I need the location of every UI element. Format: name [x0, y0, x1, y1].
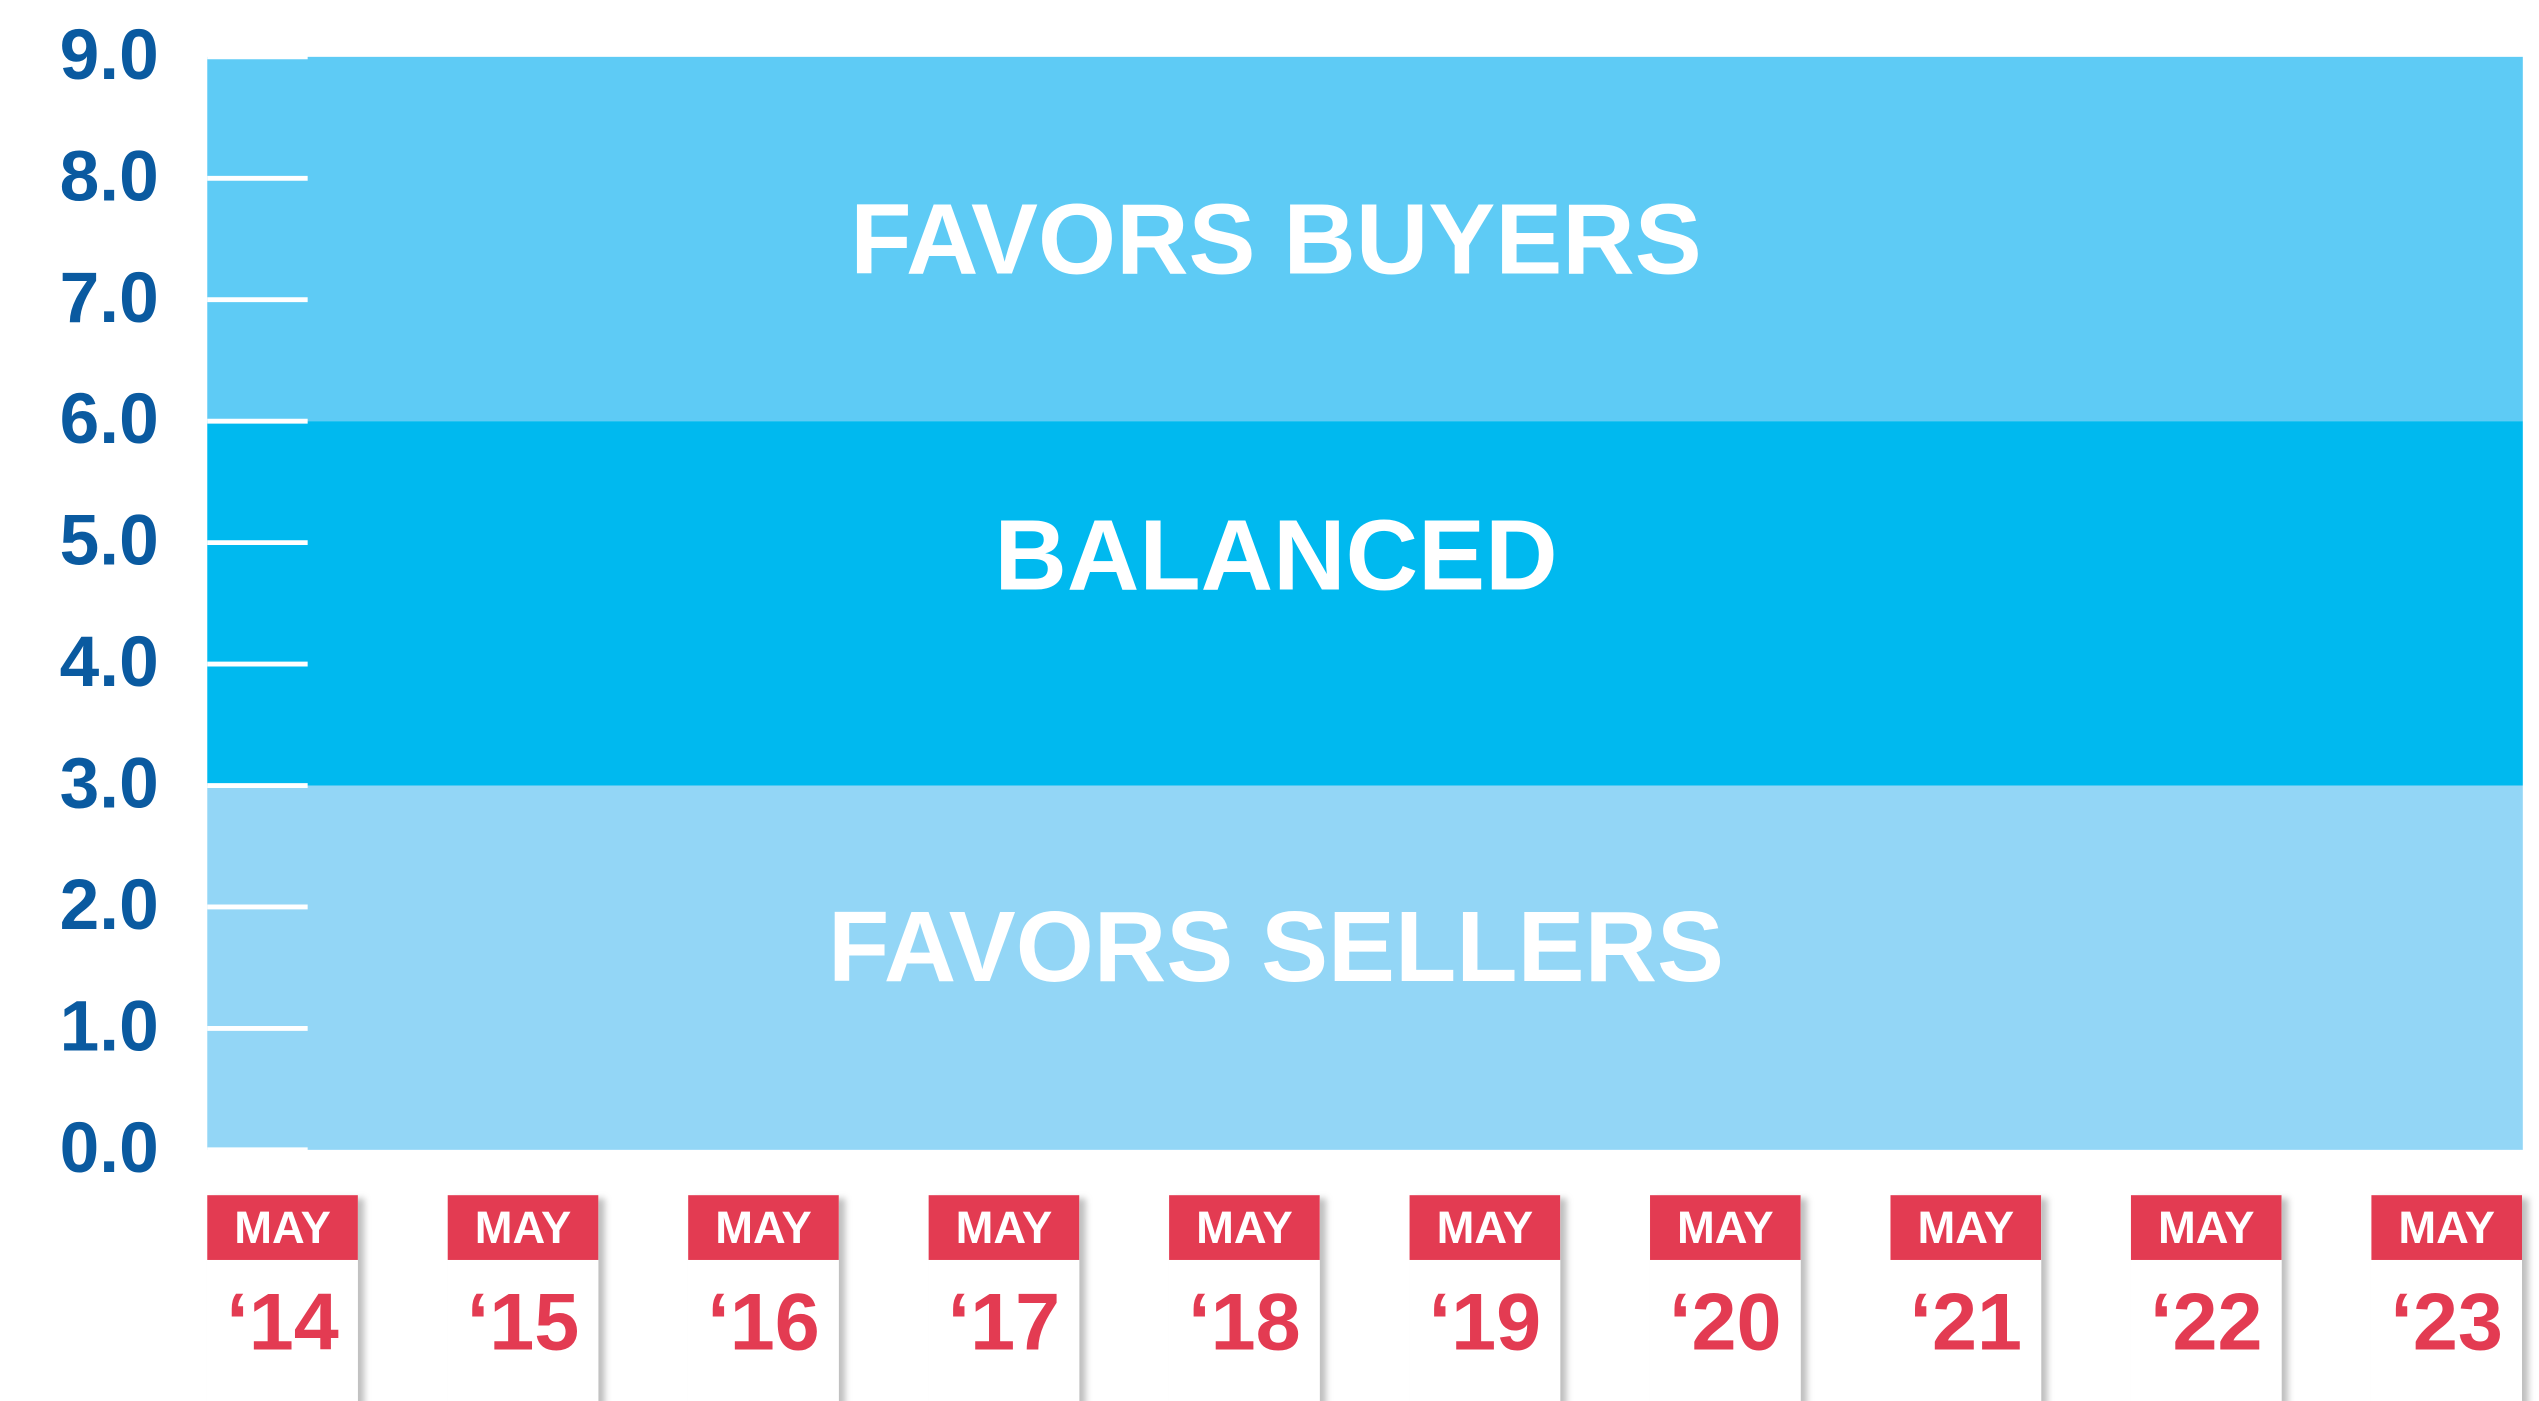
calendar: MAY ‘17	[928, 1195, 1080, 1401]
calendar: MAY ‘23	[2371, 1195, 2522, 1401]
band-label: FAVORS SELLERS	[828, 891, 1724, 1003]
y-tick-label: 4.0	[60, 623, 159, 702]
calendar-header	[2371, 1195, 2522, 1260]
y-tick-label: 0.0	[60, 1109, 159, 1188]
band	[207, 785, 2523, 1150]
calendar-header	[1650, 1195, 1801, 1260]
calendar: MAY ‘19	[1409, 1195, 1561, 1401]
band-label: BALANCED	[994, 499, 1557, 611]
y-tick-label: 6.0	[60, 380, 159, 459]
calendar-header	[2130, 1195, 2282, 1260]
calendar-header	[1169, 1195, 1320, 1260]
calendar-year: ‘14	[226, 1277, 339, 1367]
calendar-header	[207, 1195, 358, 1260]
y-tick-label: 1.0	[60, 987, 159, 1066]
calendar-month: MAY	[715, 1202, 812, 1253]
calendar-year: ‘20	[1669, 1277, 1782, 1367]
calendar-year: ‘22	[2150, 1277, 2263, 1367]
calendar-header	[928, 1195, 1080, 1260]
calendar-month: MAY	[2158, 1202, 2255, 1253]
calendar: MAY ‘14	[207, 1195, 358, 1401]
calendar-month: MAY	[475, 1202, 572, 1253]
calendar-month: MAY	[1917, 1202, 2014, 1253]
calendar-header	[1890, 1195, 2042, 1260]
y-tick-label: 9.0	[60, 16, 159, 95]
calendar-year: ‘16	[707, 1277, 820, 1367]
calendar-year: ‘15	[467, 1277, 580, 1367]
calendar-year: ‘23	[2390, 1277, 2503, 1367]
calendar: MAY ‘16	[688, 1195, 839, 1401]
calendar-header	[447, 1195, 599, 1260]
calendar-header	[688, 1195, 839, 1260]
y-tick-label: 5.0	[60, 502, 159, 581]
calendar-year: ‘17	[948, 1277, 1061, 1367]
band	[207, 56, 2523, 422]
calendar-month: MAY	[1437, 1202, 1534, 1253]
calendar: MAY ‘21	[1890, 1195, 2042, 1401]
y-tick-label: 2.0	[60, 866, 159, 945]
calendar: MAY ‘20	[1650, 1195, 1801, 1401]
y-tick-label: 7.0	[60, 259, 159, 338]
calendar-year: ‘18	[1188, 1277, 1301, 1367]
calendar: MAY ‘22	[2130, 1195, 2282, 1401]
band	[207, 421, 2523, 786]
calendar-month: MAY	[2398, 1202, 2495, 1253]
y-tick-label: 3.0	[60, 745, 159, 824]
calendar: MAY ‘15	[447, 1195, 599, 1401]
calendar-year: ‘21	[1910, 1277, 2023, 1367]
calendar: MAY ‘18	[1169, 1195, 1320, 1401]
band-label: FAVORS BUYERS	[850, 184, 1701, 296]
calendar-header	[1409, 1195, 1561, 1260]
calendar-year: ‘19	[1429, 1277, 1542, 1367]
calendar-month: MAY	[1196, 1202, 1293, 1253]
y-tick-label: 8.0	[60, 137, 159, 216]
calendar-month: MAY	[956, 1202, 1053, 1253]
calendar-month: MAY	[234, 1202, 331, 1253]
calendar-month: MAY	[1677, 1202, 1774, 1253]
